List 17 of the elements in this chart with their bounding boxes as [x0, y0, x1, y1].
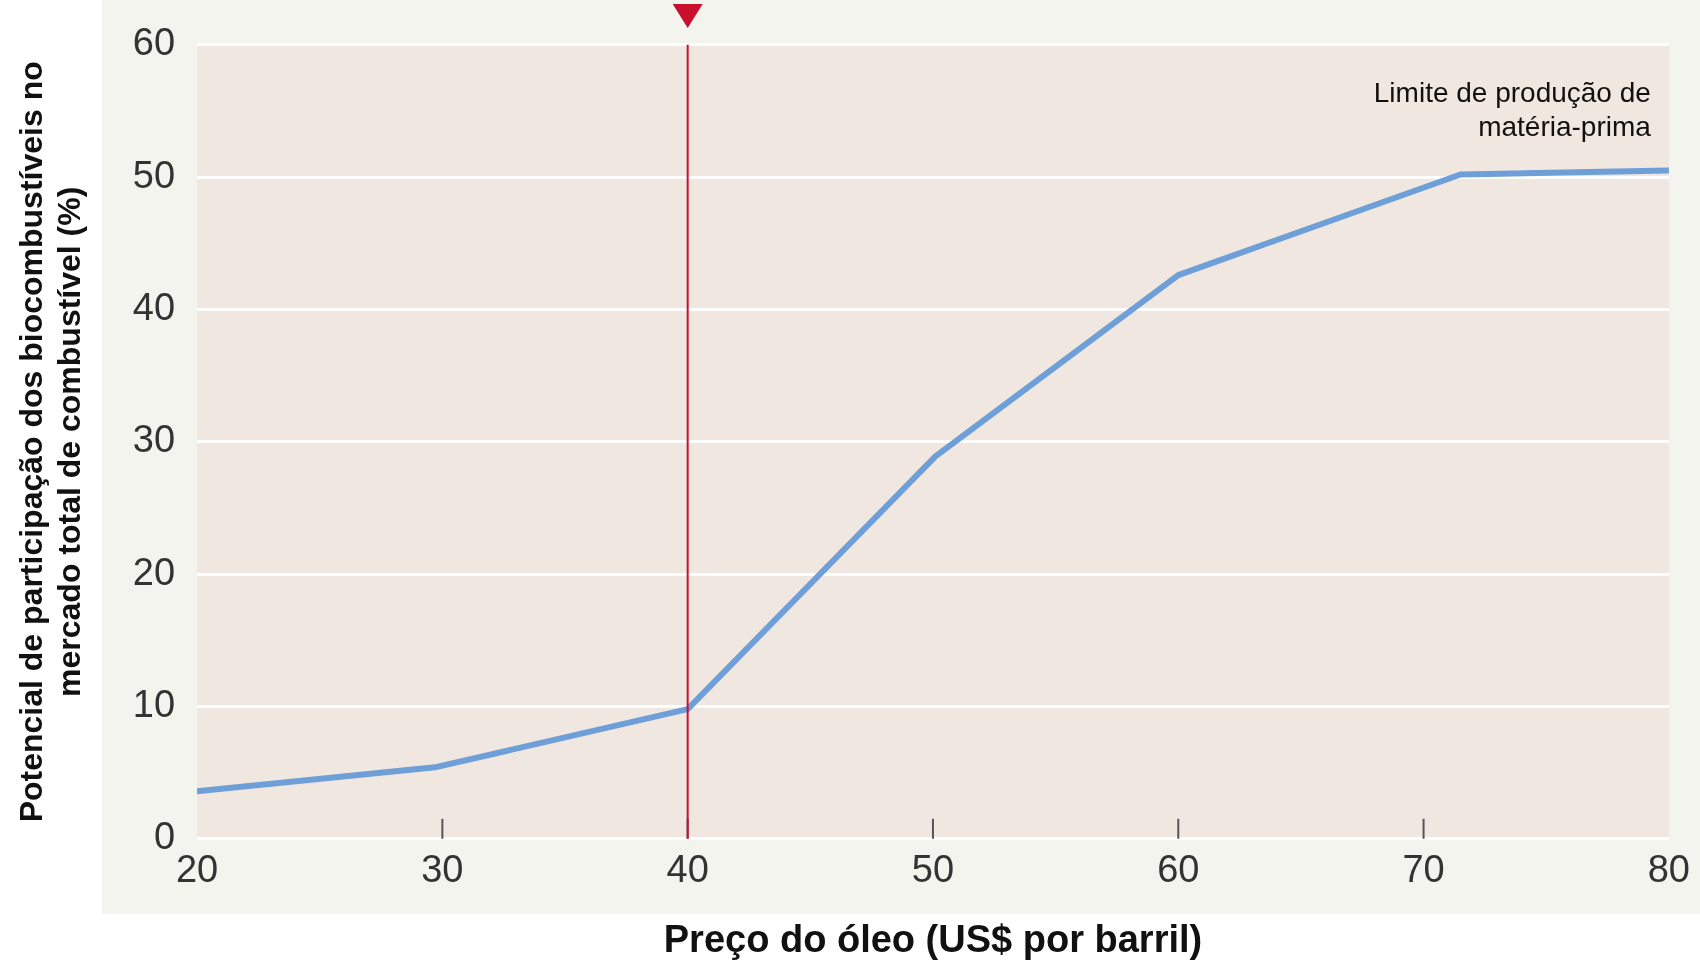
y-tick-label: 0 [153, 815, 176, 858]
y-tick-label: 10 [132, 682, 176, 725]
y-tick-label: 50 [132, 153, 176, 196]
y-tick-label: 20 [132, 550, 176, 593]
x-axis-title: Preço do óleo (US$ por barril) [663, 917, 1203, 960]
x-tick-label: 20 [175, 848, 219, 891]
y-tick-label: 30 [132, 418, 176, 461]
y-tick-label: 60 [132, 21, 176, 64]
x-tick-label: 40 [666, 848, 709, 891]
y-axis-title: Potencial de participação dos biocombustíveis no mercado total de combustível (%) [13, 61, 88, 823]
x-tick-label: 60 [1157, 848, 1200, 891]
x-tick-label: 80 [1647, 848, 1691, 891]
annotation: Limite de produção de matéria-prima [1373, 76, 1652, 142]
x-tick-label: 50 [911, 848, 955, 891]
y-tick-label: 40 [132, 285, 176, 328]
x-tick-label: 30 [421, 848, 464, 891]
x-tick-label: 70 [1402, 848, 1445, 891]
